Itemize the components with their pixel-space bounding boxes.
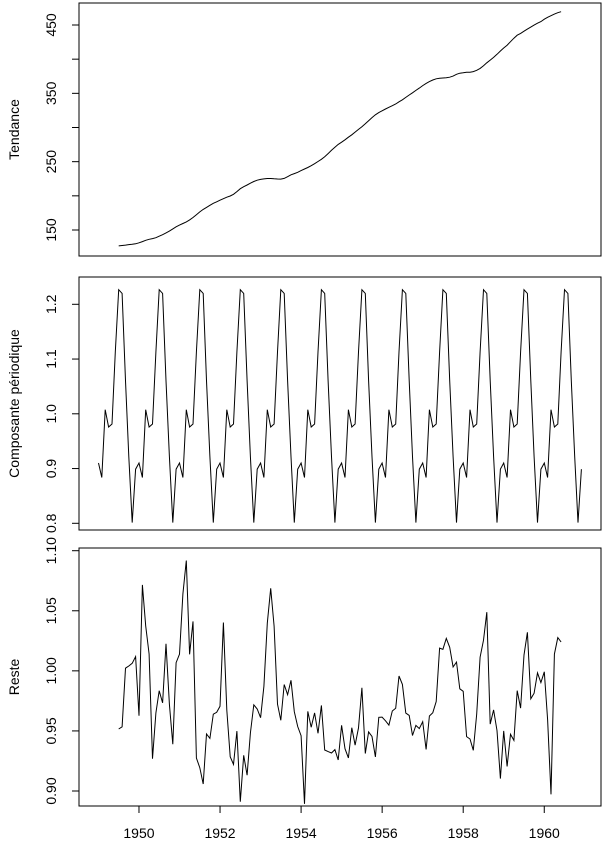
trend-y-tick-label: 350 — [43, 81, 59, 105]
remainder-panel-frame — [78, 547, 602, 807]
trend-y-tick-label: 250 — [43, 150, 59, 174]
remainder-y-tick-label: 1.00 — [43, 657, 59, 684]
trend-y-axis-label: Tendance — [6, 99, 22, 160]
seasonal-panel-frame — [78, 276, 602, 531]
x-tick-label: 1956 — [367, 825, 398, 841]
seasonal-y-tick-label: 0.9 — [43, 459, 59, 479]
remainder-series-line — [118, 560, 562, 804]
x-tick-label: 1950 — [123, 825, 154, 841]
remainder-y-tick-label: 0.90 — [43, 777, 59, 804]
seasonal-series-line — [98, 288, 582, 523]
remainder-y-tick-label: 1.05 — [43, 597, 59, 624]
seasonal-y-tick-label: 0.8 — [43, 513, 59, 533]
seasonal-y-tick-label: 1.0 — [43, 404, 59, 424]
remainder-y-axis-label: Reste — [6, 659, 22, 696]
trend-y-tick-label: 450 — [43, 13, 59, 37]
x-tick-label: 1952 — [204, 825, 235, 841]
trend-y-tick-label: 150 — [43, 218, 59, 242]
trend-series-line — [118, 11, 562, 247]
remainder-y-tick-label: 1.10 — [43, 537, 59, 564]
seasonal-y-axis-label: Composante périodique — [6, 329, 22, 478]
trend-panel-frame — [78, 2, 602, 257]
x-tick-label: 1954 — [286, 825, 317, 841]
x-tick-label: 1958 — [448, 825, 479, 841]
remainder-y-tick-label: 0.95 — [43, 717, 59, 744]
seasonal-y-tick-label: 1.2 — [43, 294, 59, 314]
x-tick-label: 1960 — [529, 825, 560, 841]
seasonal-y-tick-label: 1.1 — [43, 349, 59, 369]
